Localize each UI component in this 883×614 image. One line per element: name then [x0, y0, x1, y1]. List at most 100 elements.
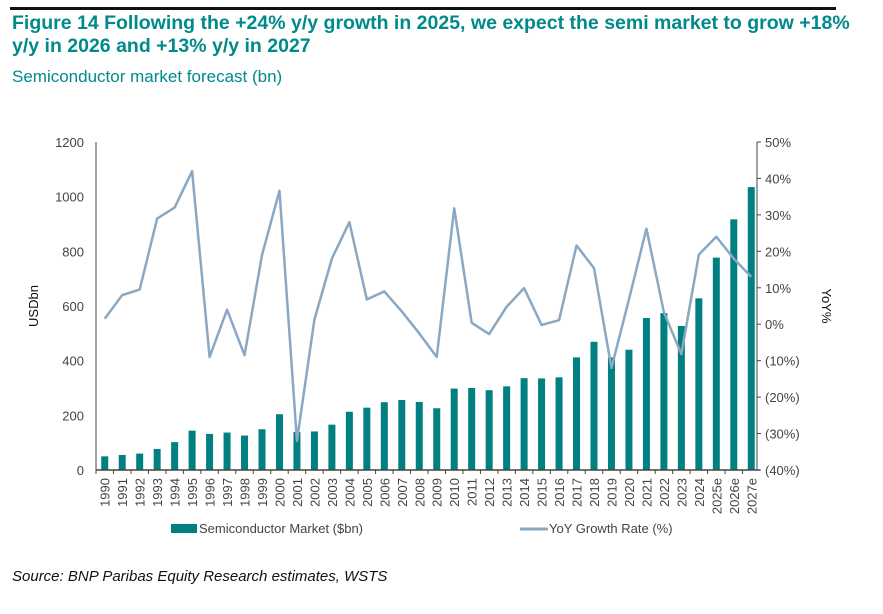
bar-2012: [485, 390, 493, 470]
bar-2023: [677, 325, 685, 470]
y-tick-label: 600: [62, 299, 84, 314]
y2-tick-label: (40%): [765, 463, 800, 478]
bar-2013: [503, 386, 511, 470]
x-tick-label: 2001: [290, 478, 305, 507]
y2-tick-label: 10%: [765, 281, 791, 296]
bar-2025e: [712, 257, 720, 470]
legend-swatch-bar: [171, 524, 197, 533]
bar-2018: [590, 341, 598, 470]
x-tick-label: 1997: [220, 478, 235, 507]
bar-1994: [171, 442, 179, 470]
y-tick-label: 800: [62, 244, 84, 259]
x-tick-label: 2014: [517, 478, 532, 507]
x-tick-label: 1993: [150, 478, 165, 507]
x-tick-label: 2026e: [727, 478, 742, 514]
bar-2019: [607, 357, 615, 470]
x-tick-label: 2003: [325, 478, 340, 507]
x-tick-label: 2019: [604, 478, 619, 507]
x-tick-label: 1996: [203, 478, 218, 507]
bar-2000: [275, 414, 283, 470]
bar-2006: [380, 402, 388, 470]
x-tick-label: 2007: [395, 478, 410, 507]
x-tick-label: 2024: [692, 478, 707, 507]
growth-line: [103, 169, 753, 443]
x-tick-label: 2016: [552, 478, 567, 507]
chart-subtitle: Semiconductor market forecast (bn): [12, 67, 283, 86]
chart-title: Figure 14 Following the +24% y/y growth …: [12, 12, 850, 57]
y-tick-label: 200: [62, 408, 84, 423]
bar-1996: [206, 433, 214, 470]
y2-tick-label: (30%): [765, 427, 800, 442]
x-tick-label: 2021: [639, 478, 654, 507]
x-tick-label: 2002: [307, 478, 322, 507]
bar-2004: [345, 411, 353, 470]
x-tick-label: 2013: [500, 478, 515, 507]
bar-2021: [642, 318, 650, 470]
bar-2007: [398, 400, 406, 470]
x-tick-label: 1995: [185, 478, 200, 507]
x-tick-label: 2010: [447, 478, 462, 507]
x-tick-label: 1998: [238, 478, 253, 507]
x-tick-label: 2017: [570, 478, 585, 507]
bar-2010: [450, 388, 458, 470]
x-tick-label: 1990: [98, 478, 113, 507]
y2-tick-label: 30%: [765, 208, 791, 223]
x-tick-label: 1999: [255, 478, 270, 507]
top-rule: [10, 7, 836, 10]
bar-2027e: [747, 187, 755, 470]
bar-1990: [101, 456, 109, 470]
bar-1999: [258, 429, 266, 470]
y2-tick-label: 50%: [765, 135, 791, 150]
x-tick-label: 2012: [482, 478, 497, 507]
y2-tick-label: 40%: [765, 171, 791, 186]
bar-2009: [433, 408, 441, 470]
x-tick-label: 1991: [115, 478, 130, 507]
x-tick-label: 2022: [657, 478, 672, 507]
bar-2017: [573, 357, 581, 470]
y-tick-label: 1000: [55, 190, 84, 205]
bar-1991: [118, 454, 126, 470]
bar-2005: [363, 407, 371, 470]
x-tick-label: 2004: [342, 478, 357, 507]
x-tick-label: 2015: [535, 478, 550, 507]
bar-1992: [136, 453, 144, 470]
bar-2014: [520, 378, 528, 470]
bar-2020: [625, 349, 633, 470]
x-tick-label: 2025e: [709, 478, 724, 514]
x-tick-label: 1992: [133, 478, 148, 507]
bar-1998: [241, 435, 249, 470]
bar-2026e: [730, 219, 738, 470]
bar-2015: [538, 378, 546, 470]
y2-tick-label: (10%): [765, 354, 800, 369]
legend: Semiconductor Market ($bn) YoY Growth Ra…: [171, 521, 673, 536]
bar-1997: [223, 432, 231, 470]
x-tick-label: 2006: [377, 478, 392, 507]
x-tick-label: 2018: [587, 478, 602, 507]
y-tick-label: 1200: [55, 135, 84, 150]
y-axis-label: USDbn: [26, 285, 41, 327]
y-tick-label: 0: [77, 463, 84, 478]
bar-2016: [555, 377, 563, 470]
legend-label-bar: Semiconductor Market ($bn): [199, 521, 363, 536]
bar-1993: [153, 448, 161, 470]
x-tick-label: 2011: [465, 478, 480, 506]
bar-2022: [660, 313, 668, 470]
x-tick-label: 2020: [622, 478, 637, 507]
x-tick-label: 2009: [430, 478, 445, 507]
x-tick-label: 2027e: [744, 478, 759, 514]
x-tick-label: 1994: [168, 478, 183, 507]
y2-tick-label: (20%): [765, 390, 800, 405]
bar-2011: [468, 388, 476, 470]
x-tick-label: 2008: [412, 478, 427, 507]
x-tick-label: 2023: [674, 478, 689, 507]
y2-axis-label: YoY%: [819, 289, 834, 324]
bar-2003: [328, 424, 336, 470]
bar-2001: [293, 432, 301, 470]
x-tick-label: 2005: [360, 478, 375, 507]
y2-tick-label: 0%: [765, 317, 784, 332]
x-tick-label: 2000: [272, 478, 287, 507]
bar-1995: [188, 430, 196, 470]
y-tick-label: 400: [62, 354, 84, 369]
bar-2024: [695, 298, 703, 470]
